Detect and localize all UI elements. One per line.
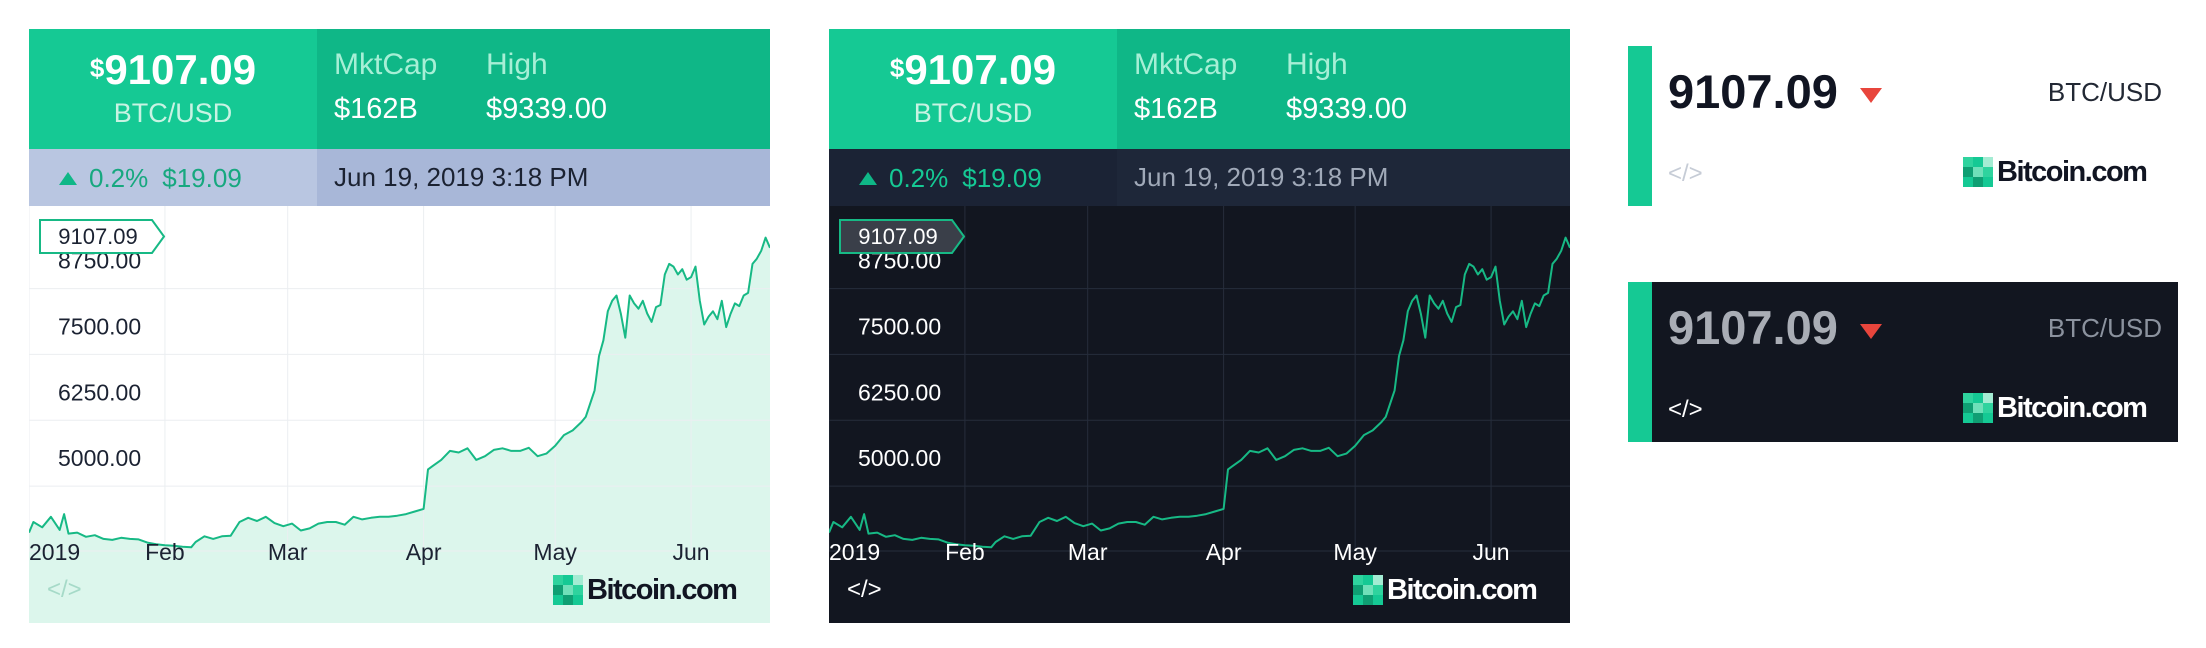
timestamp: Jun 19, 2019 3:18 PM [334, 162, 589, 192]
widget-header: $9107.09 BTC/USD MktCap $162B High $9339… [29, 29, 770, 149]
bitcoin-com-logo[interactable]: Bitcoin.com [1963, 156, 2148, 188]
current-value-flag: 9107.09 [39, 219, 166, 254]
x-tick-label: Jun [673, 539, 710, 565]
mktcap-value: $162B [334, 93, 418, 125]
mktcap-value: $162B [1134, 93, 1218, 125]
high-value: $9339.00 [1286, 93, 1407, 125]
bitcoin-com-logo-icon [1963, 157, 1993, 187]
y-tick-label: 7500.00 [858, 313, 941, 339]
ticker-pair: BTC/USD [2047, 313, 2162, 343]
price-line [29, 236, 770, 549]
mktcap-label: MktCap [334, 48, 438, 81]
current-value-label: 9107.09 [858, 224, 938, 249]
price: $9107.09 [889, 46, 1057, 93]
x-tick-label: Apr [406, 539, 442, 565]
current-value-flag: 9107.09 [839, 219, 966, 254]
price-box: $9107.09 BTC/USD [829, 29, 1117, 149]
chart-widget-dark: $9107.09 BTC/USD MktCap $162B High $9339… [829, 29, 1570, 623]
high-label: High [1286, 48, 1348, 81]
embed-code-button[interactable]: </> [847, 576, 882, 603]
change-bar: 0.2% $19.09 Jun 19, 2019 3:18 PM [829, 149, 1570, 206]
high-value: $9339.00 [486, 93, 607, 125]
x-tick-label: Mar [1068, 539, 1108, 565]
ticker-pair: BTC/USD [2047, 77, 2162, 107]
bitcoin-com-logo-icon [1963, 393, 1993, 423]
current-value-label: 9107.09 [58, 224, 138, 249]
down-arrow-icon [1860, 324, 1882, 339]
y-tick-label: 6250.00 [858, 379, 941, 405]
ticker-price: 9107.09 [1668, 301, 1838, 354]
ticker-widget-dark: 9107.09 BTC/USD </> Bitcoin.com [1628, 282, 2178, 442]
pair-label: BTC/USD [113, 98, 233, 128]
bitcoin-com-logo[interactable]: Bitcoin.com [1963, 392, 2148, 424]
y-tick-label: 7500.00 [58, 313, 141, 339]
up-arrow-icon [859, 171, 877, 185]
bitcoin-com-logo[interactable]: Bitcoin.com [1353, 574, 1538, 606]
change-bar: 0.2% $19.09 Jun 19, 2019 3:18 PM [29, 149, 770, 206]
up-arrow-icon [59, 171, 77, 185]
price-change: 0.2% $19.09 [859, 162, 1042, 194]
embed-code-button[interactable]: </> [1668, 160, 1703, 187]
bitcoin-com-logo-icon [1353, 575, 1383, 605]
bitcoin-com-logo-icon [553, 575, 583, 605]
embed-code-button[interactable]: </> [1668, 396, 1703, 423]
accent-bar [1628, 282, 1652, 442]
y-tick-label: 5000.00 [858, 445, 941, 471]
price: $9107.09 [89, 46, 257, 93]
y-tick-label: 5000.00 [58, 445, 141, 471]
x-tick-label: Apr [1206, 539, 1242, 565]
high-label: High [486, 48, 548, 81]
pair-label: BTC/USD [913, 98, 1033, 128]
x-tick-label: Mar [268, 539, 308, 565]
down-arrow-icon [1860, 88, 1882, 103]
bitcoin-com-logo[interactable]: Bitcoin.com [553, 574, 738, 606]
price-line [829, 236, 1570, 549]
x-tick-label: May [1333, 539, 1377, 565]
ticker-price: 9107.09 [1668, 65, 1838, 118]
accent-bar [1628, 46, 1652, 206]
widget-header: $9107.09 BTC/USD MktCap $162B High $9339… [829, 29, 1570, 149]
chart-widget-light: $9107.09 BTC/USD MktCap $162B High $9339… [29, 29, 770, 623]
ticker-widget-light: 9107.09 BTC/USD </> Bitcoin.com [1628, 46, 2178, 206]
price-change: 0.2% $19.09 [59, 162, 242, 194]
x-tick-label: Jun [1473, 539, 1510, 565]
x-tick-label: 2019 [29, 539, 80, 565]
x-tick-label: May [533, 539, 577, 565]
embed-code-button[interactable]: </> [47, 576, 82, 603]
x-tick-label: Feb [145, 539, 185, 565]
price-box: $9107.09 BTC/USD [29, 29, 317, 149]
x-tick-label: 2019 [829, 539, 880, 565]
mktcap-label: MktCap [1134, 48, 1238, 81]
y-tick-label: 6250.00 [58, 379, 141, 405]
timestamp: Jun 19, 2019 3:18 PM [1134, 162, 1389, 192]
price-area [29, 237, 770, 623]
x-tick-label: Feb [945, 539, 985, 565]
